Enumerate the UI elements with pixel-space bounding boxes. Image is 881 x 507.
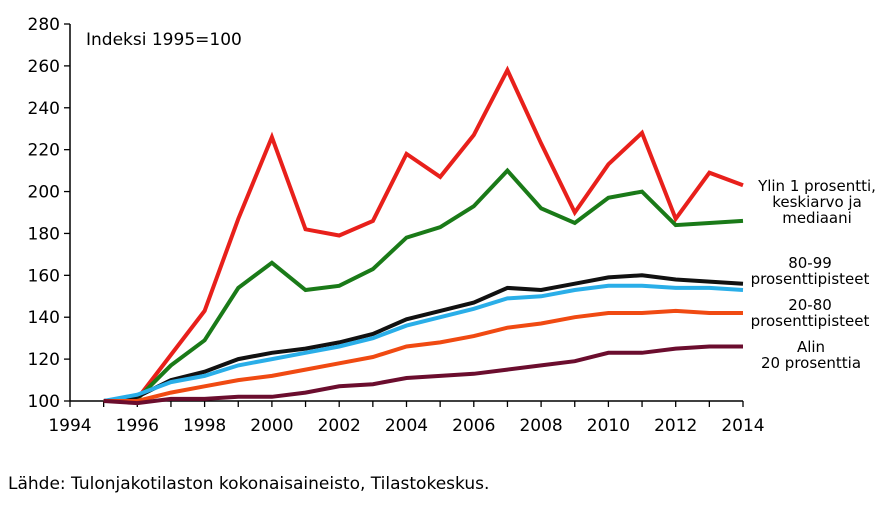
series-line-3 bbox=[103, 273, 744, 403]
series-label-line: mediaani bbox=[782, 209, 852, 227]
series-line-4 bbox=[103, 283, 744, 403]
series-label-line: 20-80 bbox=[788, 296, 832, 314]
x-tick-label: 1994 bbox=[48, 416, 91, 436]
series-labels: Ylin 1 prosentti, keskiarvo ja mediaani 80-… bbox=[751, 177, 876, 372]
x-tick-label: 2014 bbox=[721, 416, 764, 436]
x-tick-label: 1996 bbox=[116, 416, 159, 436]
series-label-line: 20 prosenttia bbox=[761, 354, 861, 372]
series-label-line: 80-99 bbox=[788, 254, 832, 272]
y-tick-label: 260 bbox=[28, 57, 60, 77]
series-label-line: Alin bbox=[797, 338, 825, 356]
y-tick-label: 120 bbox=[28, 350, 60, 370]
y-tick-label: 160 bbox=[28, 266, 60, 286]
series-line-1 bbox=[103, 65, 744, 403]
series-line-2 bbox=[103, 167, 744, 403]
series-label-6: Alin 20 prosenttia bbox=[761, 338, 861, 372]
line-chart: 100 120 140 160 180 200 220 240 260 280 1994 1996 19… bbox=[28, 15, 876, 436]
series-label-line: Ylin 1 prosentti, bbox=[757, 177, 876, 195]
series-label-line: keskiarvo ja bbox=[772, 193, 862, 211]
series-label-5: 20-80 prosenttipisteet bbox=[751, 296, 870, 330]
y-tick-label: 200 bbox=[28, 183, 60, 203]
chart-axes: 100 120 140 160 180 200 220 240 260 280 1994 1996 19… bbox=[28, 15, 765, 436]
series-line-6 bbox=[103, 344, 743, 406]
y-tick-label: 240 bbox=[28, 99, 60, 119]
x-tick-label: 2006 bbox=[452, 416, 495, 436]
series-label-line: prosenttipisteet bbox=[751, 312, 870, 330]
x-tick-label: 2002 bbox=[318, 416, 361, 436]
series-line-5 bbox=[103, 308, 743, 403]
x-tick-label: 1998 bbox=[183, 416, 226, 436]
chart-series bbox=[103, 65, 744, 406]
series-label-1: Ylin 1 prosentti, keskiarvo ja mediaani bbox=[757, 177, 876, 227]
x-tick-label: 2000 bbox=[250, 416, 293, 436]
series-label-line: prosenttipisteet bbox=[751, 270, 870, 288]
x-tick-label: 2004 bbox=[385, 416, 428, 436]
index-note: Indeksi 1995=100 bbox=[86, 30, 242, 50]
y-tick-label: 140 bbox=[28, 308, 60, 328]
source-note: Lähde: Tulonjakotilaston kokonaisaineist… bbox=[8, 474, 490, 494]
x-tick-label: 2012 bbox=[654, 416, 697, 436]
y-tick-label: 220 bbox=[28, 141, 60, 161]
y-tick-label: 100 bbox=[28, 392, 60, 412]
y-tick-label: 180 bbox=[28, 224, 60, 244]
y-tick-label: 280 bbox=[28, 15, 60, 35]
x-tick-label: 2008 bbox=[519, 416, 562, 436]
series-label-3: 80-99 prosenttipisteet bbox=[751, 254, 870, 288]
x-tick-label: 2010 bbox=[587, 416, 630, 436]
